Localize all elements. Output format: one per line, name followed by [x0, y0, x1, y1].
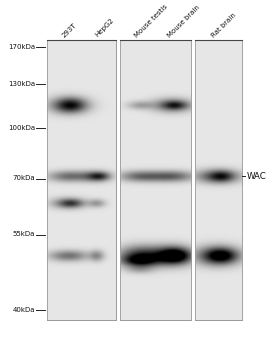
Bar [195, 40, 242, 320]
Text: 40kDa: 40kDa [12, 307, 35, 313]
Text: WAC: WAC [246, 172, 266, 181]
Text: 293T: 293T [61, 22, 78, 38]
Bar [195, 40, 242, 320]
Bar [47, 40, 116, 320]
Text: HepG2: HepG2 [94, 18, 115, 38]
Text: 55kDa: 55kDa [13, 231, 35, 238]
Bar [47, 40, 116, 320]
Bar [120, 40, 191, 320]
Text: Mouse testis: Mouse testis [133, 3, 169, 38]
Text: 70kDa: 70kDa [12, 175, 35, 182]
Text: Mouse brain: Mouse brain [167, 4, 201, 38]
Text: 100kDa: 100kDa [8, 125, 35, 131]
Text: 130kDa: 130kDa [8, 81, 35, 87]
Text: 170kDa: 170kDa [8, 44, 35, 50]
Bar [120, 40, 191, 320]
Text: Rat brain: Rat brain [211, 12, 238, 38]
